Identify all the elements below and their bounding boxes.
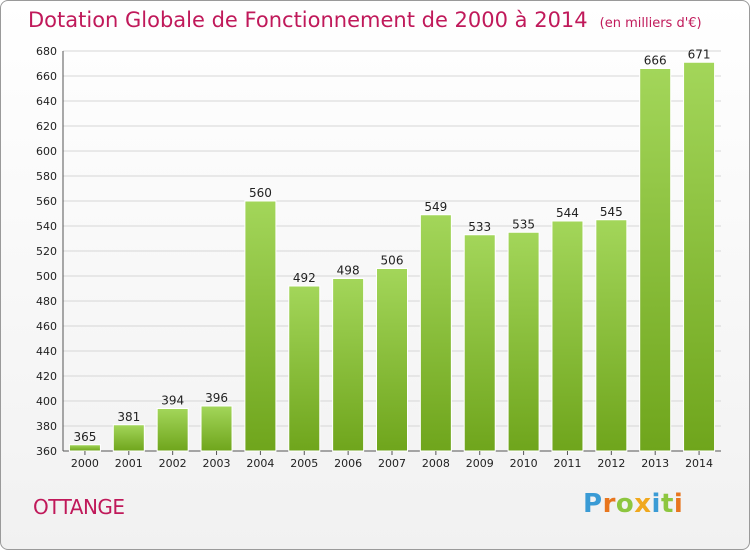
- y-tick-label: 520: [36, 245, 57, 258]
- x-tick-label: 2000: [71, 457, 99, 470]
- chart-title: Dotation Globale de Fonctionnement de 20…: [28, 8, 702, 32]
- data-label: 381: [117, 410, 140, 424]
- y-tick-label: 680: [36, 45, 57, 58]
- data-label: 535: [512, 217, 535, 231]
- data-label: 498: [337, 264, 360, 278]
- bar: [156, 408, 189, 452]
- data-label: 365: [73, 430, 96, 444]
- data-label: 560: [249, 186, 272, 200]
- bar: [332, 278, 365, 452]
- logo-letter: t: [660, 489, 674, 519]
- logo-letter: P: [583, 489, 603, 519]
- bar: [683, 61, 716, 452]
- logo-letter: x: [634, 489, 652, 519]
- x-tick-label: 2011: [553, 457, 581, 470]
- y-tick-label: 580: [36, 170, 57, 183]
- x-tick-label: 2001: [115, 457, 143, 470]
- y-tick-label: 620: [36, 120, 57, 133]
- y-tick-label: 500: [36, 270, 57, 283]
- logo-letter: r: [602, 489, 616, 519]
- logo-letter: i: [651, 489, 661, 519]
- x-tick-label: 2010: [510, 457, 538, 470]
- chart-title-text: Dotation Globale de Fonctionnement de 20…: [28, 8, 588, 32]
- x-tick-label: 2009: [466, 457, 494, 470]
- y-tick-label: 360: [36, 445, 57, 458]
- y-tick-label: 420: [36, 370, 57, 383]
- x-tick-label: 2007: [378, 457, 406, 470]
- y-tick-label: 600: [36, 145, 57, 158]
- bar: [200, 405, 233, 452]
- bar: [288, 285, 321, 452]
- y-tick-label: 560: [36, 195, 57, 208]
- bar: [68, 444, 101, 452]
- y-tick-label: 440: [36, 345, 57, 358]
- y-tick-label: 480: [36, 295, 57, 308]
- bar: [507, 231, 540, 452]
- y-tick-label: 460: [36, 320, 57, 333]
- x-tick-label: 2008: [422, 457, 450, 470]
- y-tick-label: 660: [36, 70, 57, 83]
- logo-letter: i: [673, 489, 684, 519]
- bar: [376, 268, 408, 452]
- data-label: 544: [556, 206, 579, 220]
- x-tick-label: 2014: [685, 457, 713, 470]
- data-label: 549: [424, 200, 447, 214]
- bar: [463, 234, 496, 452]
- commune-name: OTTANGE: [33, 495, 125, 519]
- proxiti-logo[interactable]: Proxiti: [583, 489, 683, 519]
- x-tick-label: 2003: [203, 457, 231, 470]
- bar: [419, 214, 452, 452]
- y-tick-label: 400: [36, 395, 57, 408]
- bar: [244, 200, 277, 452]
- bar: [112, 424, 145, 452]
- x-tick-label: 2004: [246, 457, 274, 470]
- chart-unit: (en milliers d'€): [599, 16, 702, 31]
- data-label: 506: [381, 254, 404, 268]
- logo-letter: o: [615, 489, 635, 519]
- x-tick-label: 2002: [159, 457, 187, 470]
- x-tick-label: 2006: [334, 457, 362, 470]
- data-label: 671: [688, 47, 711, 61]
- x-tick-label: 2012: [597, 457, 625, 470]
- y-tick-label: 540: [36, 220, 57, 233]
- data-label: 533: [468, 220, 491, 234]
- data-label: 492: [293, 271, 316, 285]
- y-tick-label: 380: [36, 420, 57, 433]
- bar: [551, 220, 584, 452]
- data-label: 666: [644, 54, 667, 68]
- data-label: 396: [205, 391, 228, 405]
- data-label: 545: [600, 205, 623, 219]
- data-label: 394: [161, 394, 184, 408]
- x-tick-label: 2005: [290, 457, 318, 470]
- bar: [595, 219, 628, 452]
- x-tick-label: 2013: [641, 457, 669, 470]
- y-tick-label: 640: [36, 95, 57, 108]
- bar: [639, 68, 672, 452]
